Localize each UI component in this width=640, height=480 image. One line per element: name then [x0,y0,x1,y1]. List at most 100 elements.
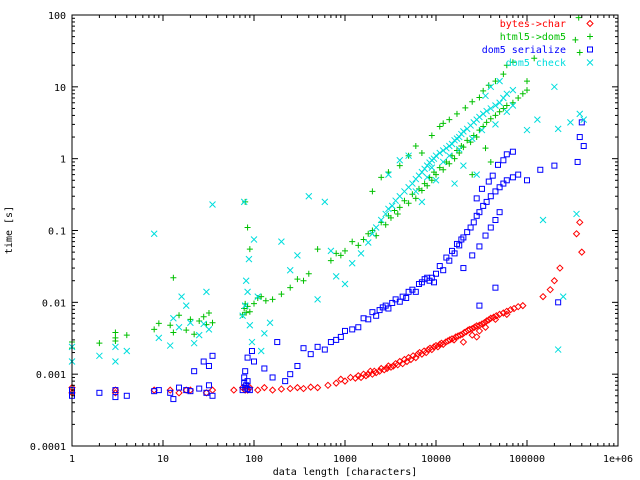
data-point [492,217,499,224]
data-point [191,368,198,375]
data-point [341,377,349,385]
data-point [534,116,541,123]
data-point [182,302,190,309]
data-point [349,326,356,333]
data-point [333,250,340,257]
data-point [546,285,554,294]
data-point [422,348,430,357]
data-point [456,242,463,249]
data-point [509,102,517,109]
data-point [294,362,301,369]
y-tick-label: 10 [54,83,66,94]
data-point [387,363,395,371]
data-point [314,296,321,303]
data-point [551,162,558,169]
data-point [151,326,158,333]
data-point [321,346,328,353]
data-point [467,224,474,231]
data-point [523,126,531,134]
data-point [342,327,348,334]
data-point [170,314,177,322]
data-point [300,345,307,352]
data-point [251,358,257,365]
data-point [428,345,436,354]
data-marks [68,14,588,403]
y-axis-label: time [s] [4,206,15,254]
data-point [483,119,490,126]
data-point [246,246,253,253]
data-point [389,299,396,306]
data-point [244,288,251,296]
data-point [337,375,345,383]
data-point [500,94,507,102]
data-point [183,327,190,334]
data-point [409,180,416,187]
data-point [412,188,420,195]
data-point [251,300,257,307]
data-point [412,143,419,150]
data-point [572,230,581,238]
data-point [258,293,265,300]
data-point [175,389,183,397]
data-point [487,193,494,200]
data-point [472,322,481,330]
data-point [183,387,190,394]
data-point [244,224,251,231]
data-point [314,343,321,350]
data-point [446,160,453,167]
data-point [112,337,119,344]
data-point [418,149,425,156]
data-point [166,386,174,394]
data-point [492,188,499,195]
data-point [515,94,522,101]
data-point [432,176,440,184]
data-point [380,366,388,374]
data-point [550,277,559,285]
data-point [476,302,483,309]
data-point [209,319,216,326]
data-point [378,174,385,181]
data-point [250,236,258,243]
data-point [515,171,522,178]
y-tick-label: 0.0001 [30,442,66,453]
data-point [496,108,503,115]
data-point [470,323,479,331]
legend-marker [586,19,594,28]
data-point [475,327,484,335]
data-point [277,385,286,393]
data-point [96,340,103,347]
data-point [274,339,281,346]
data-point [572,36,579,43]
data-point [191,331,198,338]
data-point [456,149,463,156]
data-point [455,145,463,153]
data-point [403,294,410,301]
data-point [495,310,504,319]
data-point [203,389,210,396]
data-point [576,110,584,118]
data-point [396,204,403,211]
data-point [503,310,511,319]
data-point [96,389,103,396]
data-point [445,152,453,160]
data-point [394,210,401,217]
data-point [436,123,443,130]
data-point [468,135,476,142]
data-point [244,378,251,385]
data-point [445,142,453,150]
data-point [155,334,163,342]
data-point [412,195,419,202]
data-point [200,313,207,320]
data-point [492,112,499,119]
data-point [112,358,119,365]
data-point [492,284,499,291]
data-point [260,383,269,392]
data-point [365,316,372,323]
data-point [261,329,268,337]
data-point [554,125,562,133]
data-point [262,297,269,304]
data-point [503,108,511,116]
data-point [261,365,268,372]
data-point [299,384,308,393]
